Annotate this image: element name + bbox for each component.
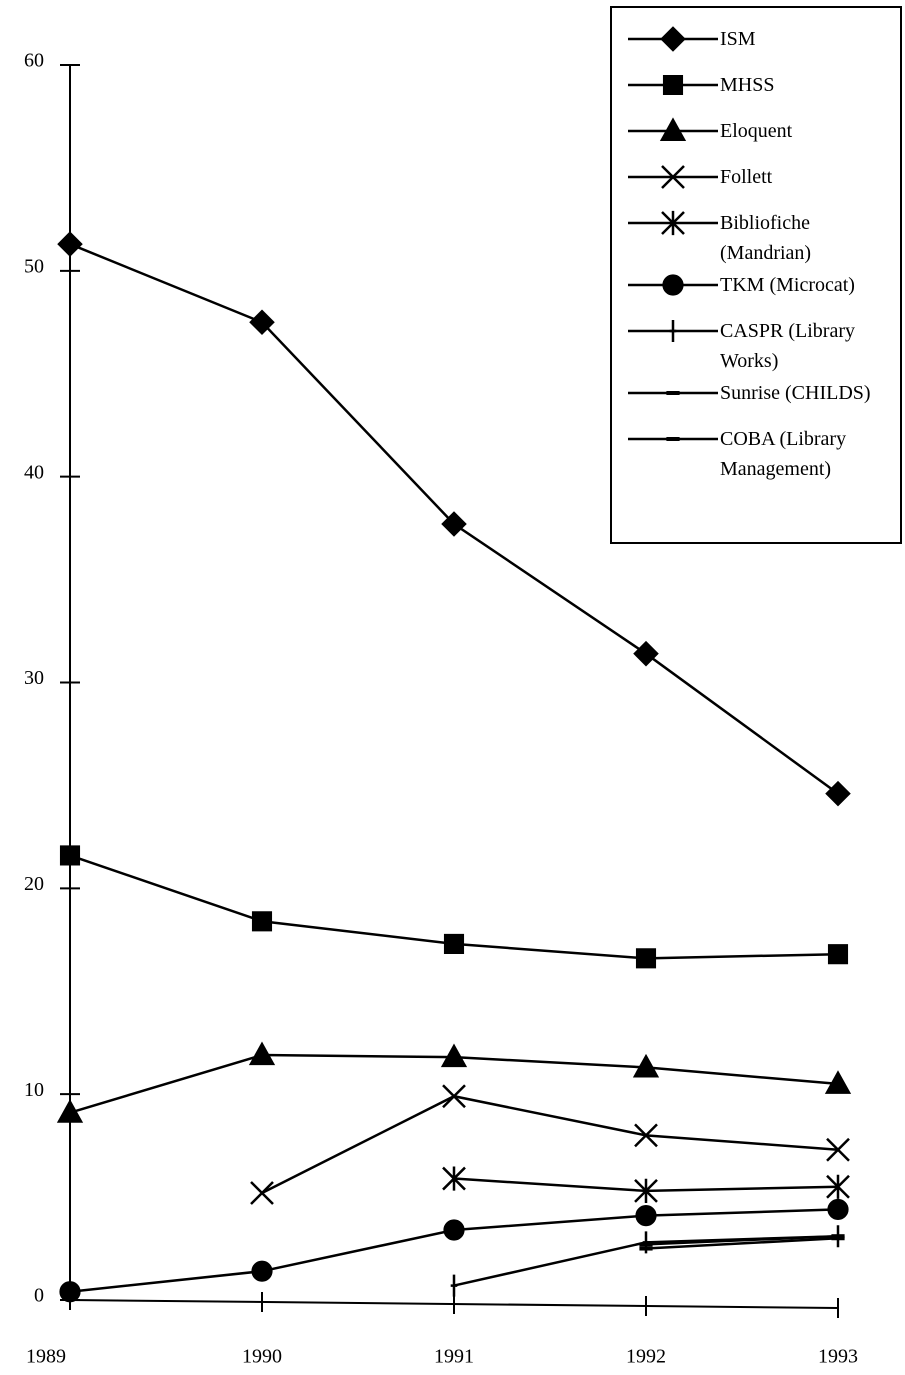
y-tick-label: 20 <box>24 873 44 895</box>
marker <box>632 1053 660 1078</box>
legend-item: Eloquent <box>612 114 900 160</box>
marker <box>661 165 685 189</box>
legend-swatch <box>628 210 718 236</box>
marker <box>635 1205 657 1227</box>
marker <box>634 1178 658 1204</box>
marker <box>442 1084 466 1109</box>
x-tick-label: 1989 <box>26 1346 66 1368</box>
marker <box>56 1099 84 1123</box>
y-tick-label: 0 <box>34 1285 44 1307</box>
x-tick-label: 1992 <box>626 1346 666 1368</box>
marker <box>635 948 657 969</box>
x-tick-label: 1990 <box>242 1346 282 1368</box>
legend-label: TKM (Microcat) <box>720 274 855 296</box>
marker <box>659 117 687 142</box>
legend-swatch <box>628 165 718 189</box>
marker <box>826 1137 850 1162</box>
legend-item: TKM (Microcat) <box>612 268 900 314</box>
marker <box>443 933 465 954</box>
marker <box>443 1219 465 1241</box>
marker <box>634 1123 658 1148</box>
legend-label: COBA (Library Management) <box>720 428 847 480</box>
legend-item: Bibliofiche (Mandrian) <box>612 206 900 268</box>
legend-label: Bibliofiche (Mandrian) <box>720 212 812 264</box>
marker <box>661 210 685 236</box>
legend-swatch <box>628 274 718 296</box>
x-tick-label: 1993 <box>818 1346 858 1368</box>
legend-item: COBA (Library Management) <box>612 422 900 484</box>
marker <box>251 1260 273 1282</box>
series-line <box>645 1234 839 1246</box>
legend-swatch <box>628 117 718 142</box>
marker <box>59 845 81 866</box>
marker <box>826 1174 850 1199</box>
marker <box>57 231 83 257</box>
legend-swatch <box>628 320 718 342</box>
legend-label: Eloquent <box>720 120 793 142</box>
legend-label: CASPR (Library Works) <box>720 320 855 372</box>
legend-swatch <box>628 26 718 52</box>
marker <box>824 1070 852 1094</box>
marker <box>249 309 275 336</box>
marker <box>827 944 849 965</box>
legend-item: Follett <box>612 160 900 206</box>
legend-swatch <box>628 391 718 395</box>
legend-label: ISM <box>720 28 756 50</box>
series-line <box>645 1237 839 1250</box>
legend-label: Follett <box>720 166 773 188</box>
legend-item: CASPR (Library Works) <box>612 314 900 376</box>
marker <box>633 640 659 667</box>
series-line <box>261 1094 839 1195</box>
marker <box>441 511 467 537</box>
legend-label: Sunrise (CHILDS) <box>720 382 871 404</box>
marker <box>669 320 677 342</box>
y-tick-label: 60 <box>24 50 44 72</box>
marker <box>442 1166 466 1191</box>
x-tick-label: 1991 <box>434 1346 474 1368</box>
legend-item: Sunrise (CHILDS) <box>612 376 900 422</box>
marker <box>450 1274 458 1297</box>
legend-label: MHSS <box>720 74 775 96</box>
marker <box>827 1198 849 1221</box>
y-tick-label: 50 <box>24 255 44 277</box>
y-tick-label: 40 <box>24 461 44 483</box>
marker <box>440 1043 468 1068</box>
legend-swatch <box>628 437 718 441</box>
legend: ISM MHSS Eloquent Follett Bibliofiche (Mandr… <box>610 6 902 544</box>
y-tick-label: 10 <box>24 1079 44 1101</box>
marker <box>662 74 684 96</box>
legend-item: MHSS <box>612 68 900 114</box>
marker <box>251 911 273 932</box>
marker <box>59 1281 81 1303</box>
marker <box>248 1041 276 1066</box>
y-tick-label: 30 <box>24 667 44 689</box>
marker <box>825 780 851 807</box>
legend-item: ISM <box>612 22 900 68</box>
legend-swatch <box>628 74 718 96</box>
marker <box>660 26 686 52</box>
marker <box>250 1181 274 1205</box>
marker <box>662 274 684 296</box>
